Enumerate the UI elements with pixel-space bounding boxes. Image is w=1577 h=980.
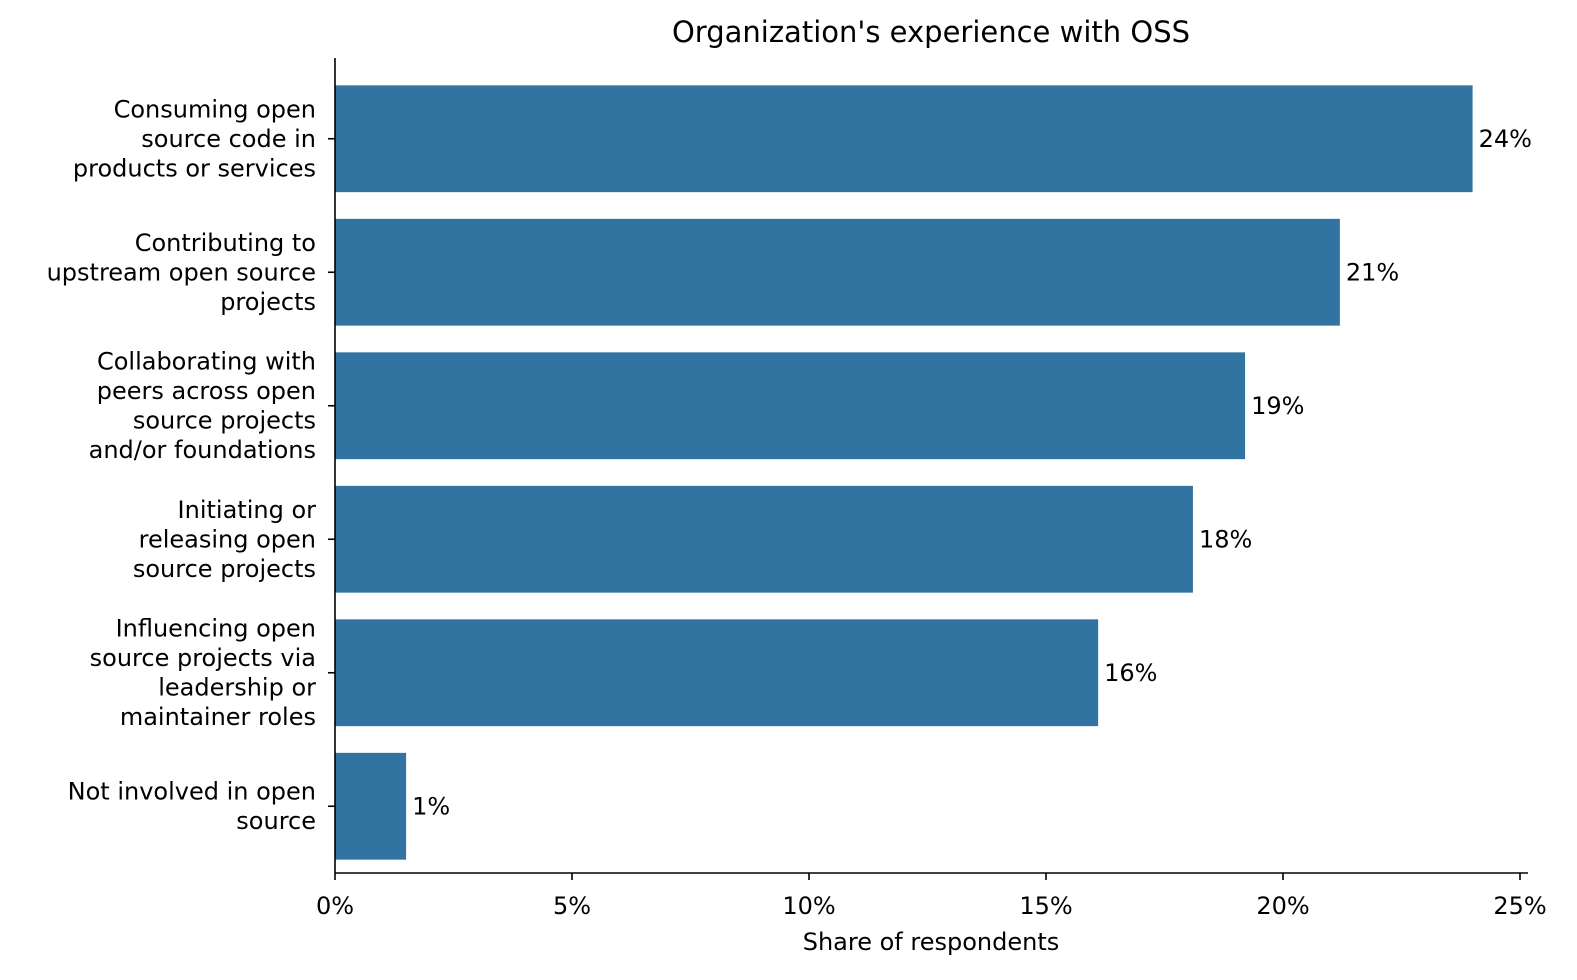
bar-value-label-1: 21% <box>1346 258 1399 286</box>
y-tick-label-0: Consuming open source code in products or … <box>73 95 316 182</box>
axes-layer <box>334 58 1528 874</box>
bars-layer: 24% 21% 19% 18% 16% 1% <box>335 85 1532 860</box>
y-tick-label-line: Contributing to <box>135 229 316 257</box>
y-tick-label-line: projects <box>220 288 316 316</box>
y-tick-label-line: source <box>236 807 316 835</box>
bar-0 <box>335 85 1473 193</box>
y-tick-label-line: and/or foundations <box>89 436 316 464</box>
bar-value-label-4: 16% <box>1104 659 1157 687</box>
y-tick-label-1: Contributing to upstream open source proje… <box>47 229 316 316</box>
y-tick-label-line: source projects <box>133 407 316 435</box>
y-ticks-layer: Consuming open source code in products or … <box>47 95 335 835</box>
y-tick-label-line: leadership or <box>158 674 316 702</box>
x-tick-label-1: 5% <box>553 892 591 920</box>
bar-2 <box>335 352 1246 460</box>
x-ticks-layer: 0% 5% 10% 15% 20% 25% <box>316 873 1547 920</box>
x-tick-label-5: 25% <box>1493 892 1546 920</box>
bar-value-label-0: 24% <box>1479 125 1532 153</box>
y-tick-label-line: source projects via <box>90 644 316 672</box>
y-tick-label-3: Initiating or releasing open source projec… <box>133 496 316 583</box>
bar-value-label-3: 18% <box>1199 525 1252 553</box>
bar-5 <box>335 752 407 860</box>
x-tick-label-4: 20% <box>1256 892 1309 920</box>
bar-value-label-2: 19% <box>1251 392 1304 420</box>
bar-value-label-5: 1% <box>412 792 450 820</box>
y-tick-label-line: peers across open <box>97 377 316 405</box>
y-tick-label-line: source code in <box>141 125 316 153</box>
y-tick-label-line: upstream open source <box>47 258 316 286</box>
y-tick-label-line: Consuming open <box>114 95 316 123</box>
chart-title: Organization's experience with OSS <box>672 15 1190 49</box>
x-tick-label-0: 0% <box>316 892 354 920</box>
y-tick-label-line: releasing open <box>139 525 316 553</box>
x-axis-label: Share of respondents <box>803 928 1060 956</box>
bar-1 <box>335 218 1340 326</box>
y-tick-label-line: Initiating or <box>178 496 317 524</box>
y-tick-label-4: Influencing open source projects via leade… <box>90 615 316 732</box>
x-tick-label-3: 15% <box>1019 892 1072 920</box>
y-tick-label-line: source projects <box>133 555 316 583</box>
bar-4 <box>335 619 1099 727</box>
y-tick-label-line: Not involved in open <box>68 778 316 806</box>
x-tick-label-2: 10% <box>782 892 835 920</box>
bar-3 <box>335 485 1193 593</box>
y-tick-label-line: products or services <box>73 154 316 182</box>
y-tick-label-line: maintainer roles <box>120 703 316 731</box>
y-tick-label-line: Collaborating with <box>97 348 316 376</box>
y-tick-label-2: Collaborating with peers across open sourc… <box>89 348 316 465</box>
y-tick-label-5: Not involved in open source <box>68 778 316 836</box>
y-tick-label-line: Influencing open <box>116 615 316 643</box>
